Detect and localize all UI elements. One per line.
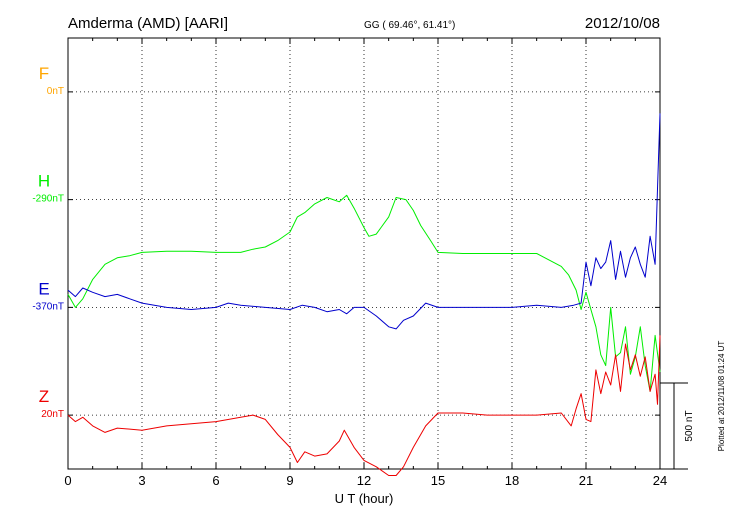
x-tick-label: 24 [653,473,667,488]
x-tick-label: 12 [357,473,371,488]
x-tick-label: 9 [286,473,293,488]
plotted-timestamp: Plotted at 2012/11/08 01:24 UT [717,341,726,452]
channel-offset-e: -370nT [32,301,64,312]
grid [68,38,660,469]
scale-bar: 500 nT [660,382,695,470]
channel-label-f: F [39,64,49,83]
plot-date: 2012/10/08 [585,15,660,32]
series-z-line [67,335,661,476]
scale-bar-label: 500 nT [684,410,695,441]
x-tick-label: 6 [212,473,219,488]
x-tick-label: 0 [64,473,71,488]
station-coords: GG ( 69.46°, 61.41°) [364,20,455,31]
x-tick-label: 18 [505,473,519,488]
channel-offset-f: 0nT [47,86,64,97]
channel-label-e: E [38,279,49,298]
series-group [67,113,661,476]
station-title: Amderma (AMD) [AARI] [68,15,228,32]
x-tick-label: 3 [138,473,145,488]
series-h-line [67,194,661,392]
x-tick-label: 15 [431,473,445,488]
channel-offset-h: -290nT [32,194,64,205]
channel-label-z: Z [39,387,49,406]
x-axis-ticks: 0 3 6 9 12 15 18 21 24 [64,38,667,488]
series-e-line [67,113,661,330]
channel-offset-z: 20nT [41,409,64,420]
channel-label-h: H [38,172,50,191]
channel-labels: F 0nT H -290nT E -370nT Z 20nT [32,64,64,420]
x-axis-label: U T (hour) [335,491,394,506]
x-tick-label: 21 [579,473,593,488]
